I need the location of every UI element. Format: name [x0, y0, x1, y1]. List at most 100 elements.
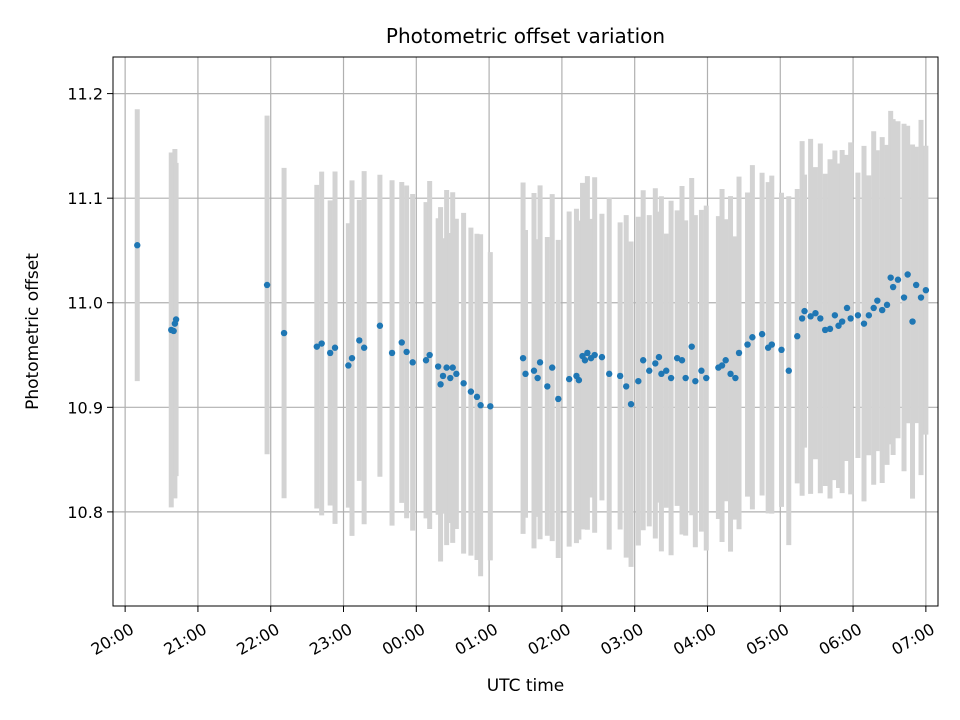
data-point — [460, 380, 467, 387]
data-point — [682, 374, 689, 382]
x-tick-label: 07:00 — [888, 619, 937, 659]
data-point — [678, 357, 686, 364]
data-point — [692, 377, 699, 385]
data-point — [887, 274, 894, 281]
data-point — [854, 312, 862, 319]
data-point — [422, 357, 430, 364]
y-tick-label: 10.9 — [67, 398, 103, 417]
plot-area-frame — [112, 56, 939, 607]
data-point — [735, 349, 743, 357]
data-point — [658, 370, 665, 378]
data-point — [778, 346, 785, 353]
data-point — [889, 283, 897, 291]
data-point — [904, 271, 911, 278]
data-point — [606, 370, 613, 378]
data-point — [534, 374, 541, 382]
data-point — [821, 326, 829, 334]
x-tick-label: 05:00 — [743, 619, 792, 659]
data-point — [722, 357, 729, 364]
x-tick-label: 23:00 — [306, 619, 355, 659]
data-point — [909, 318, 916, 325]
data-point — [812, 310, 819, 317]
x-tick-label: 20:00 — [88, 619, 137, 659]
x-tick-label: 03:00 — [597, 619, 646, 659]
data-point — [912, 281, 920, 289]
data-point — [398, 339, 405, 346]
data-point — [622, 383, 630, 390]
data-point — [449, 364, 456, 371]
x-axis-label: UTC time — [487, 676, 565, 696]
data-point — [838, 318, 846, 325]
data-point — [826, 325, 834, 333]
data-point — [663, 367, 670, 374]
data-point — [732, 374, 739, 382]
data-point — [847, 315, 854, 322]
data-point — [473, 393, 481, 401]
data-point — [673, 354, 681, 362]
y-axis-label: Photometric offset — [23, 253, 43, 410]
data-point — [768, 341, 775, 348]
data-point — [831, 312, 839, 319]
data-point — [758, 330, 766, 338]
data-point — [487, 403, 494, 410]
data-point — [922, 286, 930, 294]
data-point — [280, 329, 288, 337]
x-tick-label: 21:00 — [160, 619, 209, 659]
data-point — [807, 313, 814, 320]
x-tick-label: 04:00 — [670, 619, 719, 659]
data-point — [434, 363, 442, 370]
data-point — [655, 353, 663, 361]
data-point — [313, 343, 321, 350]
data-point — [883, 301, 891, 309]
data-point — [894, 276, 902, 283]
data-point — [584, 349, 591, 357]
data-point — [591, 351, 598, 359]
data-point — [522, 370, 529, 378]
data-point — [639, 357, 647, 364]
chart-title: Photometric offset variation — [386, 24, 665, 48]
y-tick-label: 10.8 — [67, 503, 103, 522]
data-point — [627, 400, 635, 408]
data-point — [900, 294, 908, 301]
data-point — [798, 315, 806, 322]
data-point — [477, 402, 484, 409]
data-point — [548, 364, 556, 371]
data-point — [698, 367, 705, 374]
data-point — [172, 316, 180, 323]
data-point — [616, 372, 624, 380]
data-point — [360, 344, 368, 351]
data-point — [388, 349, 396, 357]
data-point — [376, 322, 384, 329]
data-point — [688, 343, 695, 350]
data-point — [555, 395, 562, 403]
data-point — [318, 340, 325, 347]
x-tick-label: 06:00 — [816, 619, 865, 659]
data-point — [917, 294, 925, 301]
data-point — [345, 362, 352, 369]
data-point — [453, 370, 460, 378]
data-point — [727, 370, 734, 378]
data-point — [331, 344, 339, 351]
data-point — [794, 333, 801, 340]
data-point — [544, 383, 551, 390]
data-point — [749, 334, 756, 341]
y-tick-label: 11.2 — [67, 85, 103, 104]
data-point — [348, 354, 356, 362]
data-point — [565, 375, 573, 383]
data-point — [874, 297, 881, 304]
data-point — [575, 376, 583, 384]
data-point — [443, 364, 450, 371]
data-point — [635, 377, 642, 385]
data-points — [134, 242, 930, 410]
data-point — [263, 281, 271, 289]
data-point — [817, 315, 824, 322]
error-bars — [134, 109, 929, 577]
data-point — [801, 307, 808, 315]
data-point — [356, 337, 363, 344]
y-tick-label: 11.1 — [67, 189, 103, 208]
data-point — [870, 304, 877, 312]
data-point — [865, 312, 873, 319]
data-point — [439, 372, 447, 380]
data-point — [843, 304, 851, 312]
